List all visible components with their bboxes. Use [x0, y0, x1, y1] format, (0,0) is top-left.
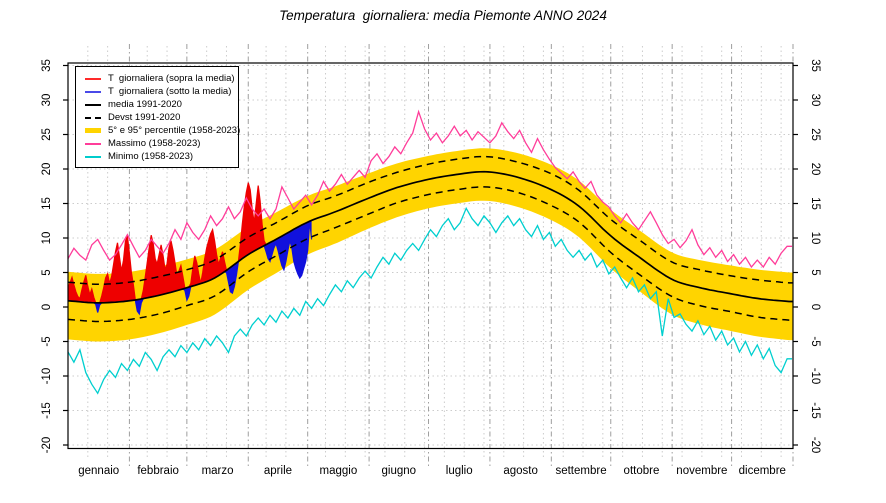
y-axis-tick-label-right: 5: [809, 269, 821, 275]
x-axis-month-label: dicembre: [739, 465, 786, 477]
blue-line-swatch: [85, 90, 101, 93]
x-axis-month-label: gennaio: [78, 465, 119, 477]
devst-upper-line: [67, 155, 793, 285]
percentile-band: [68, 148, 793, 342]
chart-legend: T giornaliera (sopra la media) T giornal…: [75, 66, 240, 168]
axis-labels: -20 -20 -15 -15 -10 -10 -5 -5 0 0 5 5 10 10 15 15 20 20 25…: [41, 59, 821, 477]
massimo-line: [67, 109, 792, 269]
red-line-swatch: [85, 77, 101, 80]
x-axis-month-label: giugno: [382, 465, 417, 477]
x-axis-month-label: maggio: [320, 465, 358, 477]
y-axis-tick-label-left: 20: [41, 163, 53, 176]
chart-title: Temperatura giornaliera: media Piemonte …: [279, 8, 607, 23]
dashed-line-swatch: [85, 116, 101, 119]
y-axis-tick-label-right: -20: [809, 437, 821, 454]
y-axis-tick-label-right: 15: [809, 197, 821, 210]
legend-item-mean: media 1991-2020: [85, 98, 236, 111]
y-axis-tick-label-right: 20: [809, 163, 821, 176]
legend-item-daily-above: T giornaliera (sopra la media): [85, 72, 236, 85]
y-axis-tick-label-left: 10: [41, 232, 53, 245]
legend-label: media 1991-2020: [108, 98, 182, 110]
y-axis-tick-label-left: 35: [41, 59, 53, 72]
legend-item-percentile-band: 5° e 95° percentile (1958-2023): [85, 124, 240, 137]
y-axis-tick-label-left: 0: [41, 304, 53, 310]
x-axis-month-label: novembre: [676, 465, 727, 477]
y-axis-tick-label-right: 0: [809, 304, 821, 310]
x-axis-month-label: agosto: [503, 465, 538, 477]
yellow-band-swatch: [85, 128, 101, 133]
daily-above-mean-area: [68, 182, 312, 303]
y-axis-tick-label-left: 5: [41, 269, 53, 275]
y-axis-tick-label-right: 35: [809, 59, 821, 72]
legend-label: T giornaliera (sotto la media): [108, 85, 232, 97]
y-axis-tick-label-right: -5: [809, 336, 821, 346]
pink-line-swatch: [85, 142, 101, 145]
y-axis-tick-label-left: -10: [41, 368, 53, 385]
legend-label: Devst 1991-2020: [108, 111, 181, 123]
gridlines: [68, 44, 794, 467]
legend-item-devst: Devst 1991-2020: [85, 111, 236, 124]
black-line-swatch: [85, 103, 101, 106]
y-axis-tick-label-left: -15: [41, 402, 53, 419]
y-axis-tick-label-right: -10: [809, 368, 821, 385]
legend-item-massimo: Massimo (1958-2023): [85, 137, 236, 150]
y-axis-tick-label-left: -20: [41, 437, 53, 454]
legend-item-minimo: Minimo (1958-2023): [85, 150, 236, 163]
mean-line: [67, 170, 793, 304]
y-axis-tick-label-right: 10: [809, 232, 821, 245]
x-axis-month-label: ottobre: [624, 465, 660, 477]
y-axis-tick-label-left: 30: [41, 94, 53, 107]
x-axis-month-label: febbraio: [137, 465, 179, 477]
devst-lower-line: [67, 186, 793, 323]
y-axis-tick-label-right: 25: [809, 128, 821, 141]
x-axis-month-label: aprile: [264, 465, 292, 477]
y-axis-tick-label-left: -5: [41, 336, 53, 346]
x-axis-month-label: marzo: [202, 465, 234, 477]
x-axis-month-label: settembre: [555, 465, 606, 477]
legend-label: T giornaliera (sopra la media): [108, 72, 235, 84]
plot-box: [67, 62, 794, 450]
minimo-line: [67, 206, 792, 395]
y-axis-tick-label-right: 30: [809, 94, 821, 107]
y-axis-tick-label-right: -15: [809, 402, 821, 419]
legend-item-daily-below: T giornaliera (sotto la media): [85, 85, 236, 98]
cyan-line-swatch: [85, 155, 101, 158]
x-axis-month-label: luglio: [446, 465, 473, 477]
y-axis-tick-label-left: 15: [41, 197, 53, 210]
y-axis-tick-label-left: 25: [41, 128, 53, 141]
legend-label: Minimo (1958-2023): [108, 150, 194, 162]
legend-label: 5° e 95° percentile (1958-2023): [108, 124, 241, 136]
legend-label: Massimo (1958-2023): [108, 137, 201, 149]
